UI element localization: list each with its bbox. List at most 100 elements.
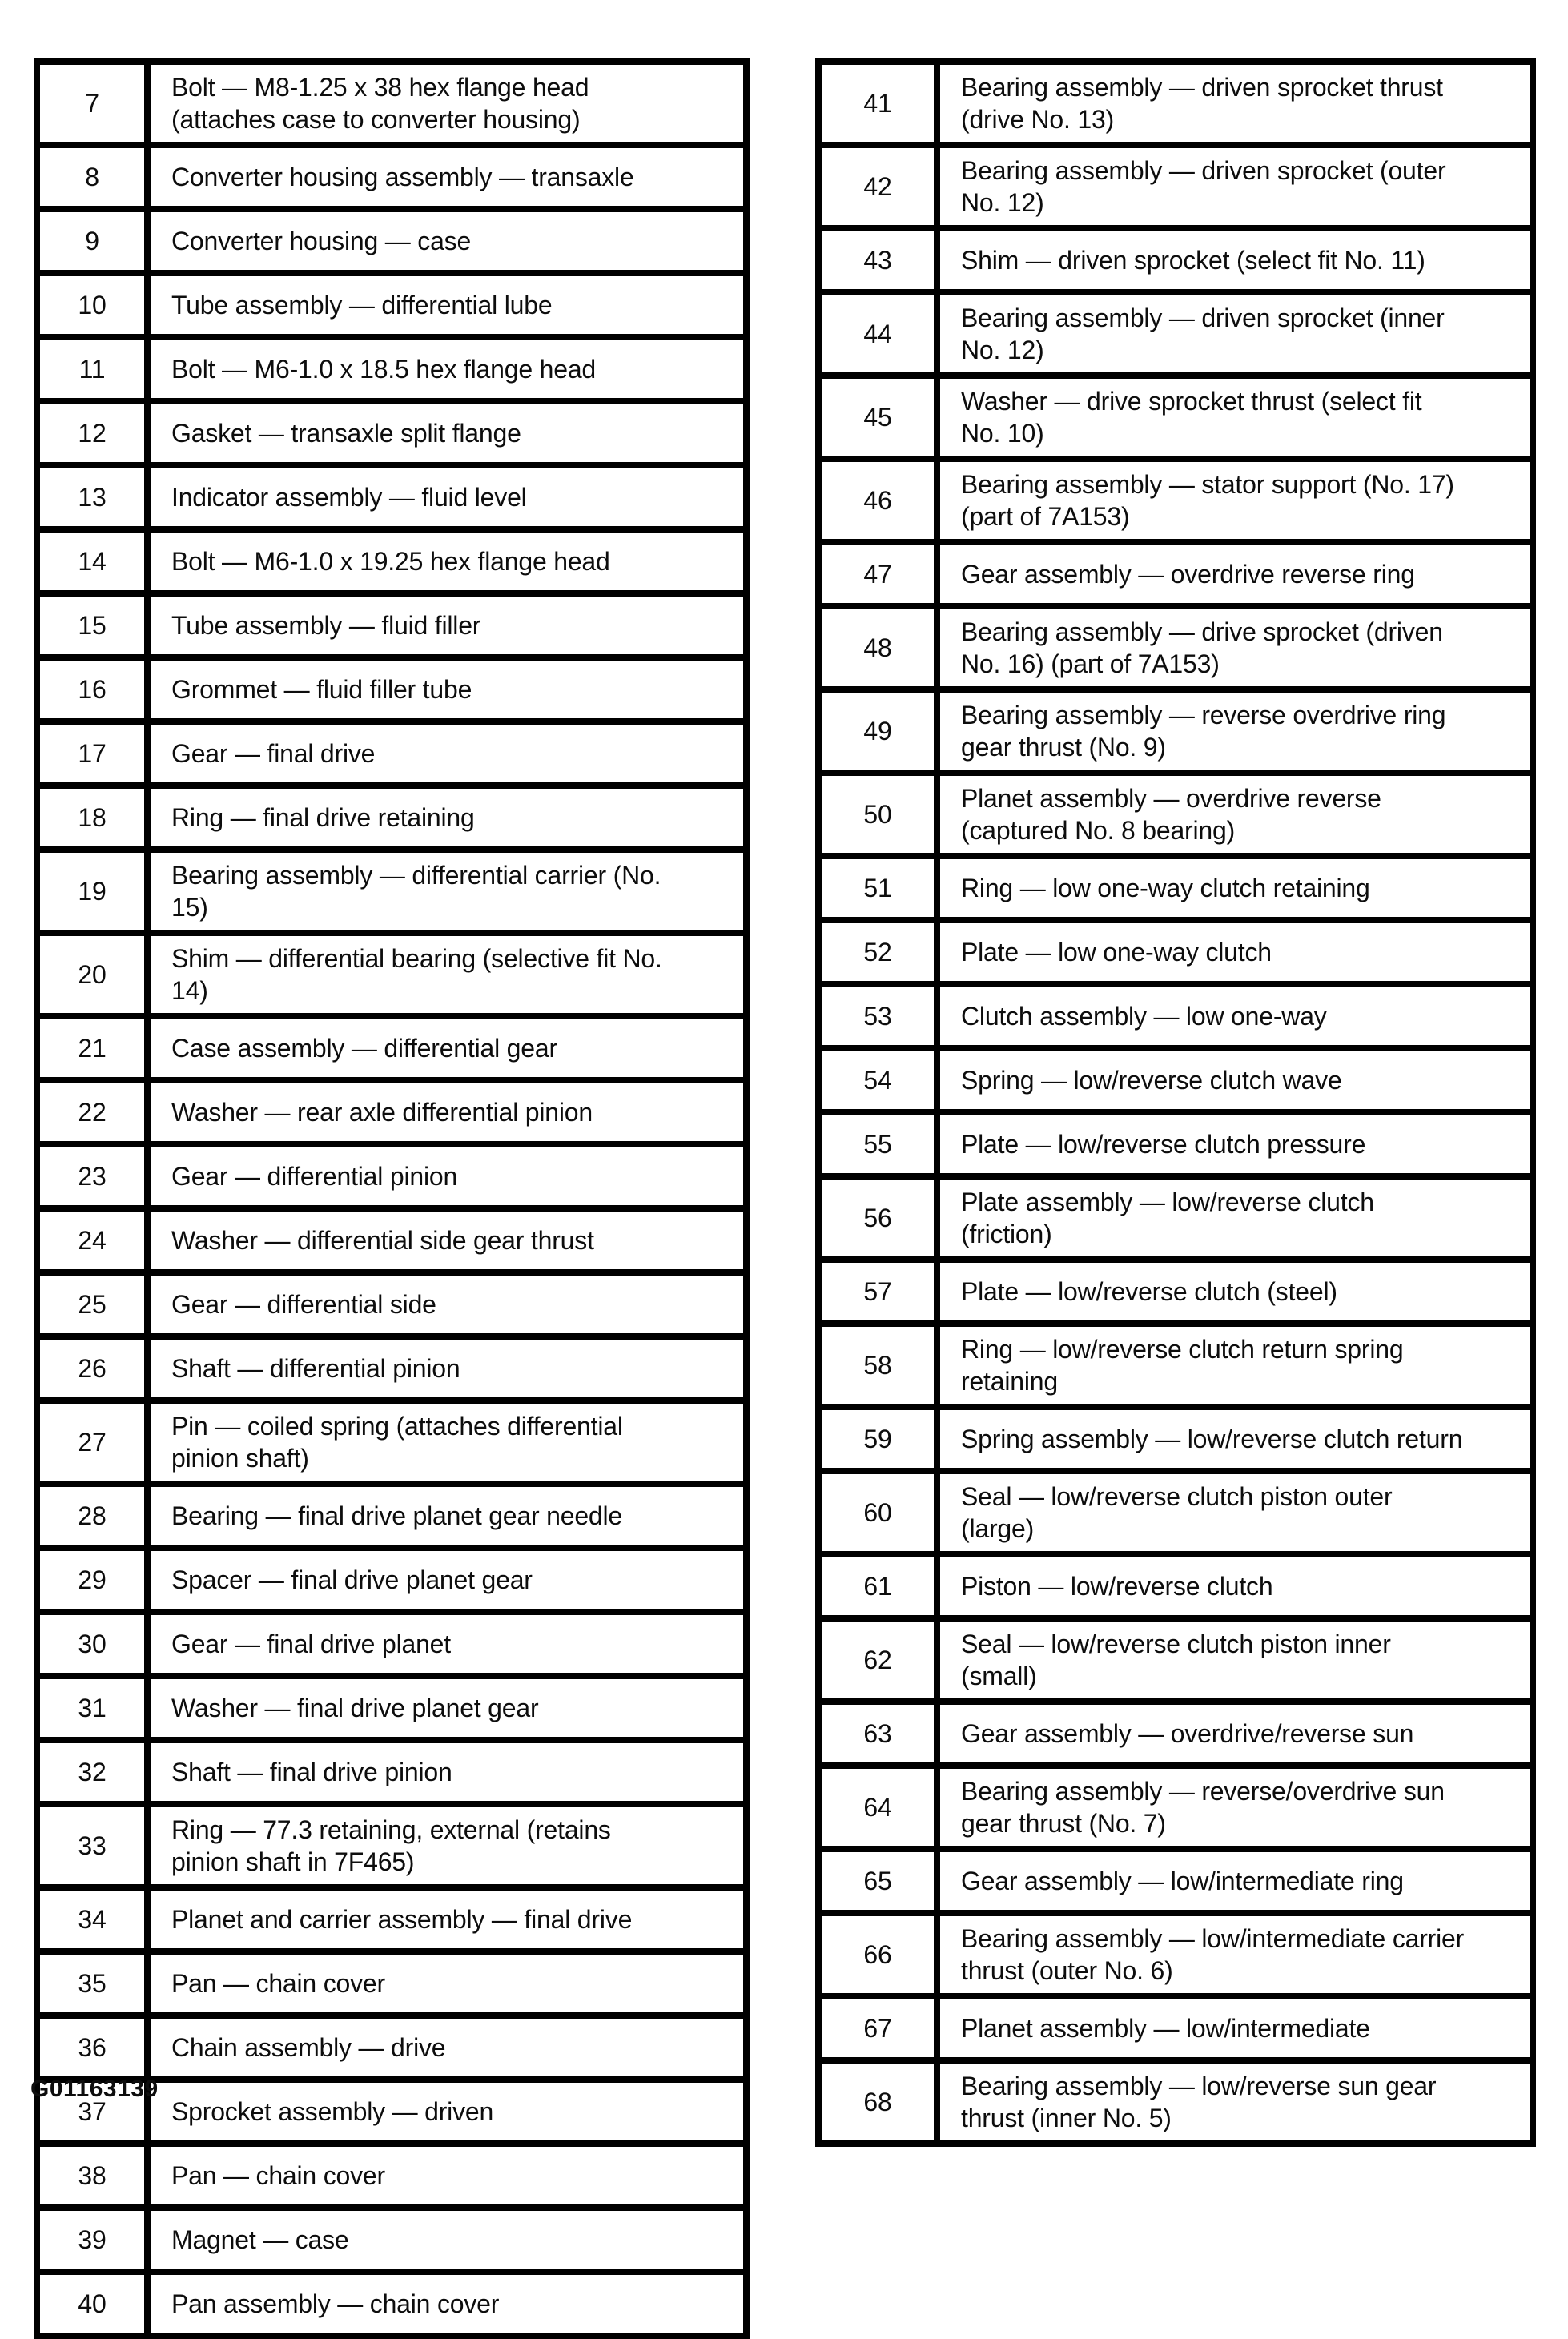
part-number: 63 (815, 1698, 940, 1769)
part-description: Washer — differential side gear thrust (144, 1205, 750, 1276)
part-description: Bolt — M6-1.0 x 18.5 hex flange head (144, 334, 750, 404)
part-description: Gear — final drive planet (144, 1609, 750, 1679)
table-row: 11 Bolt — M6-1.0 x 18.5 hex flange head (34, 334, 750, 404)
part-number: 38 (34, 2140, 151, 2211)
table-row: 30 Gear — final drive planet (34, 1609, 750, 1679)
part-description: Bearing assembly — driven sprocket (oute… (934, 142, 1536, 231)
part-description: Sprocket assembly — driven (144, 2076, 750, 2147)
table-row: 47 Gear assembly — overdrive reverse ring (815, 539, 1536, 609)
part-description: Piston — low/reverse clutch (934, 1551, 1536, 1622)
table-row: 45 Washer — drive sprocket thrust (select… (815, 372, 1536, 462)
part-description: Case assembly — differential gear (144, 1013, 750, 1083)
part-number: 59 (815, 1404, 940, 1474)
part-number: 47 (815, 539, 940, 609)
part-number: 36 (34, 2012, 151, 2083)
part-description: Pan — chain cover (144, 2140, 750, 2211)
part-description: Bearing assembly — differential carrier … (144, 846, 750, 936)
part-description: Spring assembly — low/reverse clutch ret… (934, 1404, 1536, 1474)
table-row: 26 Shaft — differential pinion (34, 1333, 750, 1404)
table-row: 24 Washer — differential side gear thrust (34, 1205, 750, 1276)
part-description: Indicator assembly — fluid level (144, 462, 750, 533)
table-row: 54 Spring — low/reverse clutch wave (815, 1045, 1536, 1115)
table-row: 32 Shaft — final drive pinion (34, 1737, 750, 1807)
part-number: 8 (34, 142, 151, 212)
part-number: 55 (815, 1109, 940, 1180)
part-number: 12 (34, 398, 151, 468)
part-number: 52 (815, 917, 940, 987)
table-row: 21 Case assembly — differential gear (34, 1013, 750, 1083)
part-number: 60 (815, 1468, 940, 1557)
table-row: 68 Bearing assembly — low/reverse sun gea… (815, 2057, 1536, 2147)
table-row: 46 Bearing assembly — stator support (No.… (815, 456, 1536, 545)
part-number: 41 (815, 58, 940, 148)
part-description: Shim — driven sprocket (select fit No. 1… (934, 225, 1536, 295)
table-row: 52 Plate — low one-way clutch (815, 917, 1536, 987)
part-number: 34 (34, 1884, 151, 1955)
table-row: 13 Indicator assembly — fluid level (34, 462, 750, 533)
part-number: 23 (34, 1141, 151, 1212)
part-description: Bearing assembly — driven sprocket (inne… (934, 289, 1536, 379)
part-number: 45 (815, 372, 940, 462)
part-number: 18 (34, 782, 151, 853)
part-description: Gear — differential pinion (144, 1141, 750, 1212)
part-description: Ring — low/reverse clutch return spring … (934, 1320, 1536, 1410)
table-row: 39 Magnet — case (34, 2204, 750, 2275)
part-description: Chain assembly — drive (144, 2012, 750, 2083)
table-row: 35 Pan — chain cover (34, 1948, 750, 2019)
part-number: 15 (34, 590, 151, 661)
part-description: Bearing assembly — drive sprocket (drive… (934, 603, 1536, 693)
part-number: 28 (34, 1481, 151, 1551)
part-number: 20 (34, 930, 151, 1019)
part-description: Bearing assembly — low/intermediate carr… (934, 1910, 1536, 1999)
part-description: Bolt — M8-1.25 x 38 hex flange head (att… (144, 58, 750, 148)
table-row: 57 Plate — low/reverse clutch (steel) (815, 1256, 1536, 1327)
part-description: Shim — differential bearing (selective f… (144, 930, 750, 1019)
figure-id: G01163139 (30, 2076, 159, 2102)
part-number: 48 (815, 603, 940, 693)
table-row: 33 Ring — 77.3 retaining, external (retai… (34, 1801, 750, 1891)
part-number: 49 (815, 686, 940, 776)
part-description: Bolt — M6-1.0 x 19.25 hex flange head (144, 526, 750, 597)
parts-list-page: 7 Bolt — M8-1.25 x 38 hex flange head (at… (30, 58, 1536, 2339)
table-row: 42 Bearing assembly — driven sprocket (ou… (815, 142, 1536, 231)
table-row: 23 Gear — differential pinion (34, 1141, 750, 1212)
part-description: Converter housing — case (144, 206, 750, 276)
part-number: 50 (815, 770, 940, 859)
part-description: Tube assembly — fluid filler (144, 590, 750, 661)
part-number: 51 (815, 853, 940, 923)
table-row: 66 Bearing assembly — low/intermediate ca… (815, 1910, 1536, 1999)
part-number: 16 (34, 654, 151, 725)
part-number: 27 (34, 1397, 151, 1487)
table-row: 65 Gear assembly — low/intermediate ring (815, 1846, 1536, 1916)
part-number: 40 (34, 2269, 151, 2339)
table-row: 62 Seal — low/reverse clutch piston inner… (815, 1615, 1536, 1705)
parts-table-right: 41 Bearing assembly — driven sprocket thr… (815, 58, 1536, 2147)
part-description: Magnet — case (144, 2204, 750, 2275)
part-number: 30 (34, 1609, 151, 1679)
part-number: 66 (815, 1910, 940, 1999)
table-row: 59 Spring assembly — low/reverse clutch r… (815, 1404, 1536, 1474)
part-description: Bearing assembly — reverse overdrive rin… (934, 686, 1536, 776)
part-description: Bearing — final drive planet gear needle (144, 1481, 750, 1551)
part-description: Ring — 77.3 retaining, external (retains… (144, 1801, 750, 1891)
part-description: Gear assembly — overdrive/reverse sun (934, 1698, 1536, 1769)
part-number: 17 (34, 718, 151, 789)
part-number: 43 (815, 225, 940, 295)
part-number: 26 (34, 1333, 151, 1404)
part-number: 13 (34, 462, 151, 533)
part-description: Spacer — final drive planet gear (144, 1545, 750, 1615)
part-number: 64 (815, 1762, 940, 1852)
part-number: 42 (815, 142, 940, 231)
table-row: 34 Planet and carrier assembly — final dr… (34, 1884, 750, 1955)
part-description: Ring — final drive retaining (144, 782, 750, 853)
table-row: 8 Converter housing assembly — transaxle (34, 142, 750, 212)
part-number: 44 (815, 289, 940, 379)
parts-table-right-body: 41 Bearing assembly — driven sprocket thr… (815, 58, 1536, 2147)
table-row: 22 Washer — rear axle differential pinion (34, 1077, 750, 1147)
part-number: 32 (34, 1737, 151, 1807)
table-row: 18 Ring — final drive retaining (34, 782, 750, 853)
part-number: 29 (34, 1545, 151, 1615)
part-description: Plate — low/reverse clutch (steel) (934, 1256, 1536, 1327)
table-row: 64 Bearing assembly — reverse/overdrive s… (815, 1762, 1536, 1852)
part-description: Bearing assembly — driven sprocket thrus… (934, 58, 1536, 148)
